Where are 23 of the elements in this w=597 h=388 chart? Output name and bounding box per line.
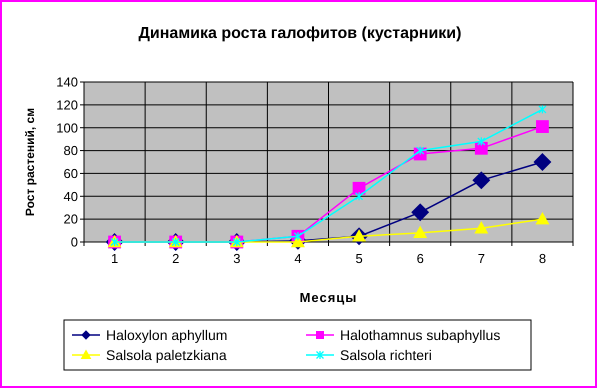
legend-label: Halothamnus subaphyllus [340, 326, 500, 343]
y-tick-label: 120 [56, 97, 78, 112]
legend-label: Haloxylon aphyllum [106, 326, 228, 343]
x-tick-label: 7 [478, 251, 485, 266]
y-axis-title: Рост растений, см [23, 108, 37, 216]
x-tick-label: 2 [172, 251, 180, 266]
y-tick-label: 140 [56, 74, 78, 90]
x-axis-title: Месяцы [300, 290, 358, 305]
x-tick-label: 4 [294, 251, 302, 266]
y-tick-label: 0 [70, 234, 78, 250]
legend-label: Salsola paletzkiana [106, 346, 227, 363]
chart-title: Динамика роста галофитов (кустарники) [138, 25, 462, 42]
y-tick-label: 60 [64, 166, 78, 181]
x-tick-label: 6 [416, 251, 424, 266]
legend-label: Salsola richteri [340, 346, 432, 363]
y-tick-label: 100 [56, 120, 78, 136]
x-tick-label: 5 [355, 251, 363, 266]
x-tick-label: 3 [233, 251, 240, 266]
y-tick-label: 80 [64, 143, 78, 158]
y-tick-label: 40 [64, 188, 78, 204]
x-tick-label: 1 [110, 251, 118, 266]
x-tick-label: 8 [538, 251, 546, 266]
y-tick-label: 20 [64, 212, 78, 227]
